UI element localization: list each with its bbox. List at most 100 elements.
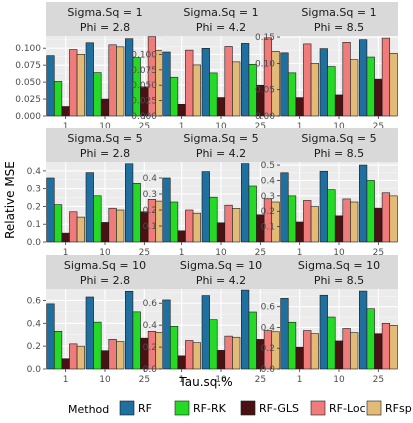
bar <box>334 340 344 370</box>
legend-label: RFsp <box>385 402 412 415</box>
legend-key <box>119 400 135 416</box>
bar <box>271 331 280 370</box>
bar <box>271 51 280 117</box>
y-tick-label: 0.075 <box>131 66 157 76</box>
bar <box>132 311 141 370</box>
bar <box>100 98 110 117</box>
y-tick-label: 0.4 <box>143 174 158 184</box>
legend-key <box>310 400 326 416</box>
bar <box>76 54 85 117</box>
y-tick-label: 0.6 <box>143 299 158 309</box>
bar <box>381 192 391 243</box>
bar <box>209 319 218 370</box>
x-tick-label: 25 <box>255 122 266 132</box>
y-tick-label: 0.3 <box>143 190 157 200</box>
bar <box>46 303 55 370</box>
facet-strip-label: Sigma.Sq = 1 <box>67 6 142 19</box>
y-tick-label: 0.2 <box>143 206 157 216</box>
y-tick-label: 0.025 <box>15 95 41 105</box>
bar <box>280 172 289 243</box>
bar <box>162 177 171 243</box>
y-tick-label: 0.4 <box>27 167 42 177</box>
facet-strip-label: Sigma.Sq = 5 <box>301 132 376 145</box>
bar <box>374 333 383 370</box>
bar <box>224 204 233 243</box>
bar <box>381 37 391 117</box>
x-tick-label: 25 <box>373 248 384 258</box>
facet-strip-label: Phi = 2.8 <box>80 21 130 34</box>
bar <box>192 212 201 243</box>
bar <box>192 64 201 117</box>
y-tick-label: 0.0 <box>27 238 42 248</box>
bar <box>116 46 125 117</box>
bar <box>248 185 257 243</box>
bar <box>303 330 312 370</box>
bar <box>381 322 391 370</box>
facet-strip <box>280 255 398 289</box>
x-tick-label: 25 <box>139 248 150 258</box>
bar <box>310 63 319 117</box>
bar <box>374 78 383 117</box>
bar <box>241 43 250 117</box>
legend-title: Method <box>68 403 109 416</box>
bar <box>61 106 70 117</box>
y-tick-label: 0.0 <box>143 365 158 375</box>
y-tick-label: 0.1 <box>143 222 157 232</box>
bar <box>366 180 375 243</box>
bar <box>132 183 141 243</box>
y-tick-label: 0.15 <box>255 33 275 43</box>
bar <box>350 332 359 370</box>
y-tick-label: 0.025 <box>131 97 157 107</box>
y-tick-label: 0.3 <box>27 185 41 195</box>
x-tick-label: 10 <box>99 122 111 132</box>
bar <box>287 195 297 243</box>
bar <box>295 346 304 370</box>
bar <box>108 207 117 243</box>
bar <box>185 49 194 117</box>
x-tick-label: 25 <box>255 375 266 385</box>
bar <box>177 355 186 370</box>
bar <box>342 198 351 243</box>
y-tick-label: 0.5 <box>261 161 275 171</box>
bar <box>366 56 375 117</box>
bar <box>327 316 336 370</box>
bar <box>342 328 351 370</box>
facet-strip <box>280 2 398 36</box>
bar <box>85 296 94 370</box>
facet-strip <box>280 128 398 162</box>
x-tick-label: 10 <box>333 248 345 258</box>
y-tick-label: 0.100 <box>15 44 41 54</box>
bar <box>342 42 351 117</box>
bar <box>85 172 94 243</box>
bar <box>177 230 186 243</box>
y-tick-label: 0.10 <box>255 59 275 69</box>
bar <box>53 204 63 243</box>
y-tick-label: 0.4 <box>27 319 42 329</box>
bar <box>162 299 171 370</box>
bar <box>303 43 312 117</box>
facet-strip-label: Sigma.Sq = 5 <box>67 132 142 145</box>
legend-label: RF-RK <box>193 402 227 415</box>
facet-strip-label: Phi = 8.5 <box>314 274 364 287</box>
bar <box>53 81 63 117</box>
bar <box>263 198 273 243</box>
bar <box>327 66 336 117</box>
facet-strip-label: Sigma.Sq = 5 <box>183 132 258 145</box>
bar <box>389 195 398 243</box>
y-tick-label: 0.00 <box>255 112 275 122</box>
bar <box>241 163 250 243</box>
bar <box>287 321 297 370</box>
facet-strip-label: Phi = 8.5 <box>314 21 364 34</box>
y-tick-label: 0.2 <box>27 202 41 212</box>
bar <box>61 232 70 243</box>
y-tick-label: 0.2 <box>261 207 275 217</box>
bar <box>69 49 78 117</box>
facet-strip <box>46 2 164 36</box>
bar <box>209 72 218 117</box>
bar <box>185 340 194 370</box>
bar <box>232 61 241 117</box>
bar <box>319 170 328 243</box>
facet-strip-label: Phi = 2.8 <box>80 274 130 287</box>
